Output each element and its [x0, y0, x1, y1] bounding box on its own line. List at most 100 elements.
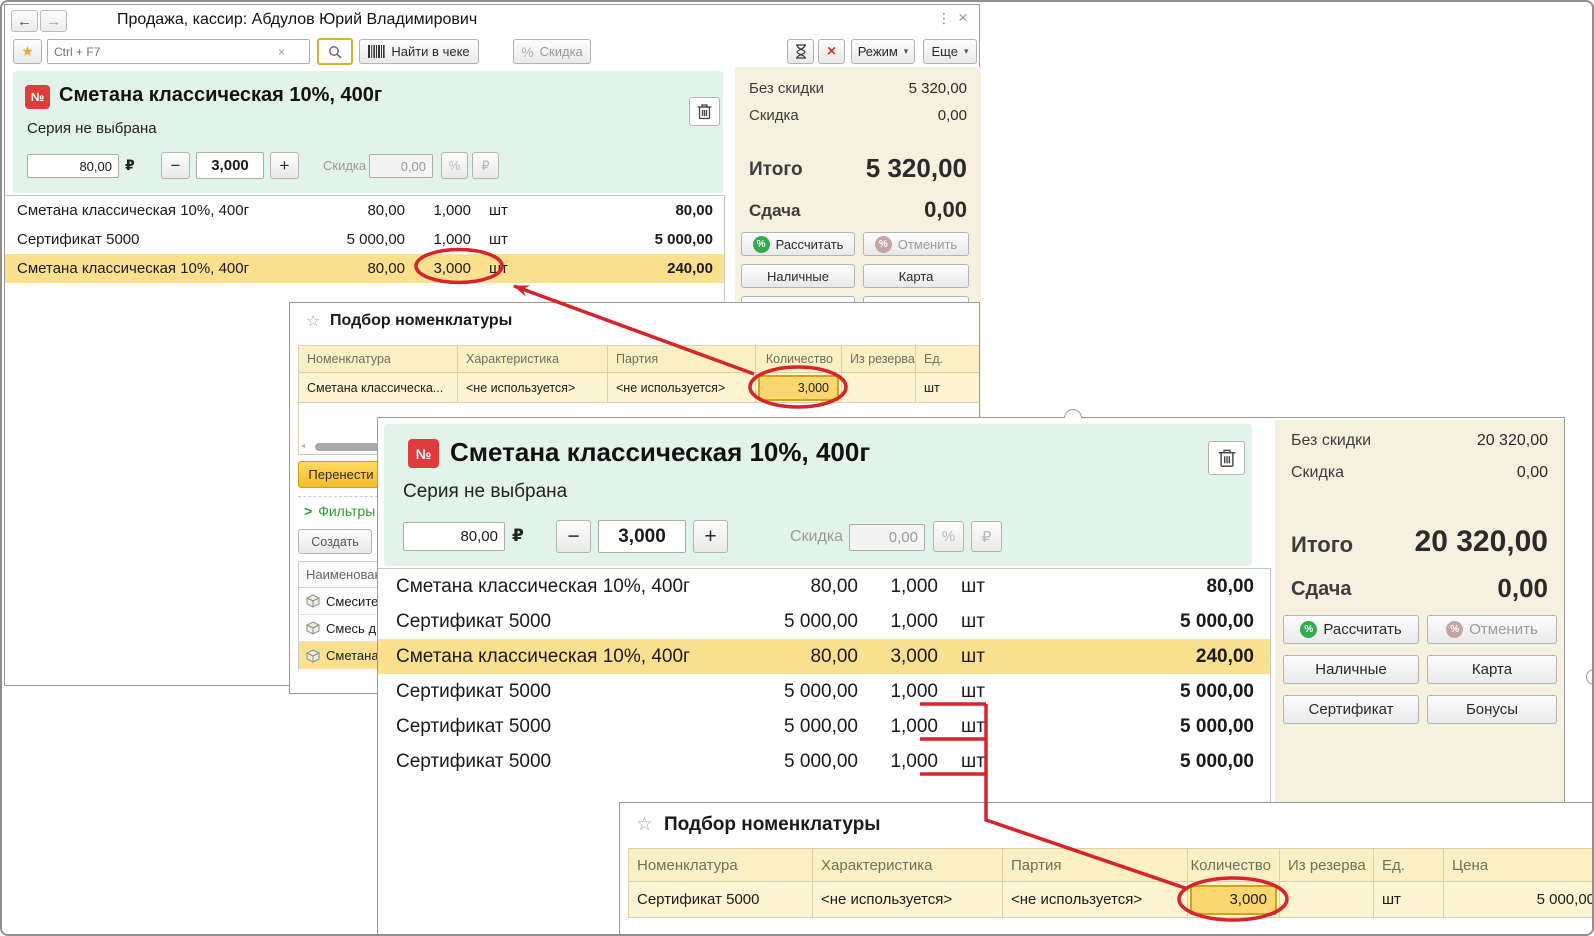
page-title: Продажа, кассир: Абдулов Юрий Владимиров… [117, 11, 478, 28]
item-name: Сертификат 5000 [396, 680, 552, 702]
certificate-button[interactable]: Сертификат [1283, 695, 1419, 724]
col-header[interactable]: Номенклатура [298, 345, 458, 373]
col-header[interactable]: Партия [608, 345, 756, 373]
receipt-row-selected[interactable]: Сметана классическая 10%, 400г 80,00 3,0… [5, 254, 724, 283]
qty-field[interactable]: 3,000 [598, 520, 686, 553]
discount-field[interactable]: 0,00 [849, 524, 925, 551]
card-button[interactable]: Карта [863, 264, 969, 288]
calculate-button[interactable]: % Рассчитать [1283, 615, 1419, 644]
receipt-row[interactable]: Сметана классическая 10%, 400г 80,00 1,0… [5, 196, 724, 225]
discount-button[interactable]: % Скидка [513, 39, 591, 64]
col-header[interactable]: Количество [756, 345, 842, 373]
barcode-icon [368, 45, 385, 58]
create-button[interactable]: Создать [298, 529, 372, 554]
more-dropdown-button[interactable]: Еще ▾ [923, 39, 977, 64]
col-header[interactable]: Из резерва [1280, 848, 1374, 882]
cash-button[interactable]: Наличные [741, 264, 855, 288]
col-header[interactable]: Количество [1188, 848, 1280, 882]
mode-dropdown-button[interactable]: Режим ▾ [851, 39, 915, 64]
favorites-star-button[interactable]: ★ [13, 39, 42, 64]
discount-ruble-button[interactable]: ₽ [971, 521, 1002, 552]
receipt-row[interactable]: Сертификат 5000 5 000,00 1,000 шт 5 000,… [5, 225, 724, 254]
col-header[interactable]: Номенклатура [628, 848, 813, 882]
picker-table: Номенклатура Характеристика Партия Колич… [298, 345, 979, 403]
filters-link[interactable]: > Фильтры [304, 503, 375, 519]
card-label: Карта [898, 268, 934, 284]
col-header[interactable]: Ед. [1374, 848, 1444, 882]
picker-qty-input[interactable]: 3,000 [758, 374, 839, 401]
card-button[interactable]: Карта [1427, 655, 1557, 684]
list-item[interactable]: Смесь д. [299, 615, 448, 642]
item-qty: 1,000 [890, 715, 938, 737]
receipt-row[interactable]: Сертификат 5000 5 000,00 1,000 шт 5 000,… [378, 674, 1270, 709]
cancel-label: Отменить [1469, 621, 1538, 638]
cancel-search-button[interactable]: × [818, 39, 845, 64]
col-header[interactable]: Характеристика [458, 345, 608, 373]
qty-plus-button[interactable]: + [693, 520, 728, 553]
discount-ruble-button[interactable]: ₽ [472, 152, 499, 179]
item-qty: 3,000 [890, 645, 938, 667]
back-button[interactable]: ← [11, 10, 38, 32]
clear-search-icon[interactable]: × [278, 44, 286, 59]
hscrollbar-thumb[interactable] [315, 443, 379, 451]
picker-qty-input[interactable]: 3,000 [1190, 884, 1277, 915]
picker-price: 5 000,00 [1444, 882, 1592, 918]
close-icon[interactable]: × [958, 8, 968, 27]
receipt-row[interactable]: Сертификат 5000 5 000,00 1,000 шт 5 000,… [378, 709, 1270, 744]
item-total: 80,00 [675, 202, 713, 219]
receipt-row[interactable]: Сертификат 5000 5 000,00 1,000 шт 5 000,… [378, 744, 1270, 779]
search-input-wrap: × [47, 39, 310, 64]
discount-percent-button[interactable]: % [441, 152, 468, 179]
find-in-receipt-button[interactable]: Найти в чеке [359, 39, 479, 64]
forward-button[interactable]: → [40, 10, 67, 32]
transfer-button[interactable]: Перенести [298, 461, 384, 488]
receipt-row[interactable]: Сертификат 5000 5 000,00 1,000 шт 5 000,… [378, 604, 1270, 639]
hscrollbar-arrow[interactable]: ◂ [301, 441, 306, 450]
item-unit: шт [489, 231, 508, 248]
red-x-icon: × [826, 42, 837, 60]
delete-item-button[interactable] [1208, 441, 1245, 475]
qty-field[interactable]: 3,000 [196, 152, 264, 179]
col-header[interactable]: Из резерва [842, 345, 916, 373]
list-item-label: Сметана [326, 648, 379, 663]
cancel-discount-button[interactable]: % Отменить [863, 232, 969, 256]
item-qty: 1,000 [890, 750, 938, 772]
picker-reserve [1280, 882, 1374, 918]
splitter-grip[interactable] [1586, 669, 1592, 685]
bonuses-label: Бонусы [1465, 701, 1519, 718]
qty-minus-button[interactable]: − [556, 520, 591, 553]
item-unit: шт [961, 750, 985, 772]
col-header[interactable]: Партия [1003, 848, 1188, 882]
receipt-row[interactable]: Сметана классическая 10%, 400г 80,00 1,0… [378, 569, 1270, 604]
picker-star-icon[interactable]: ☆ [306, 313, 321, 330]
kebab-menu-icon[interactable]: ⋮ [937, 10, 951, 26]
list-item[interactable]: Смесите. [299, 588, 448, 615]
col-header[interactable]: Цена [1444, 848, 1592, 882]
search-input[interactable] [48, 41, 278, 62]
bonuses-button[interactable]: Бонусы [1427, 695, 1557, 724]
col-header[interactable]: Ед. [916, 345, 979, 373]
picker-row[interactable]: Сертификат 5000 <не используется> <не ис… [628, 882, 1592, 918]
col-header[interactable]: Характеристика [813, 848, 1003, 882]
qty-plus-button[interactable]: + [270, 152, 299, 179]
search-button[interactable] [317, 38, 353, 65]
price-field[interactable]: 80,00 [403, 522, 505, 551]
cancel-discount-button[interactable]: % Отменить [1427, 615, 1557, 644]
discount-value: 0,00 [937, 107, 967, 124]
price-field[interactable]: 80,00 [27, 154, 119, 178]
item-qty: 1,000 [890, 575, 938, 597]
calculate-button[interactable]: % Рассчитать [741, 232, 855, 256]
hourglass-button[interactable] [787, 39, 814, 64]
splitter-grip[interactable] [1064, 409, 1082, 418]
total-value: 20 320,00 [1414, 525, 1548, 558]
discount-field[interactable]: 0,00 [369, 154, 433, 178]
percent-icon: % [448, 158, 461, 173]
picker-row[interactable]: Сметана классическа... <не используется>… [298, 373, 979, 403]
delete-item-button[interactable] [689, 97, 720, 126]
picker-title: Подбор номенклатуры [330, 312, 513, 329]
picker-star-icon[interactable]: ☆ [636, 814, 654, 835]
cash-button[interactable]: Наличные [1283, 655, 1419, 684]
receipt-row-selected[interactable]: Сметана классическая 10%, 400г 80,00 3,0… [378, 639, 1270, 674]
discount-percent-button[interactable]: % [933, 521, 964, 552]
qty-minus-button[interactable]: − [161, 152, 190, 179]
